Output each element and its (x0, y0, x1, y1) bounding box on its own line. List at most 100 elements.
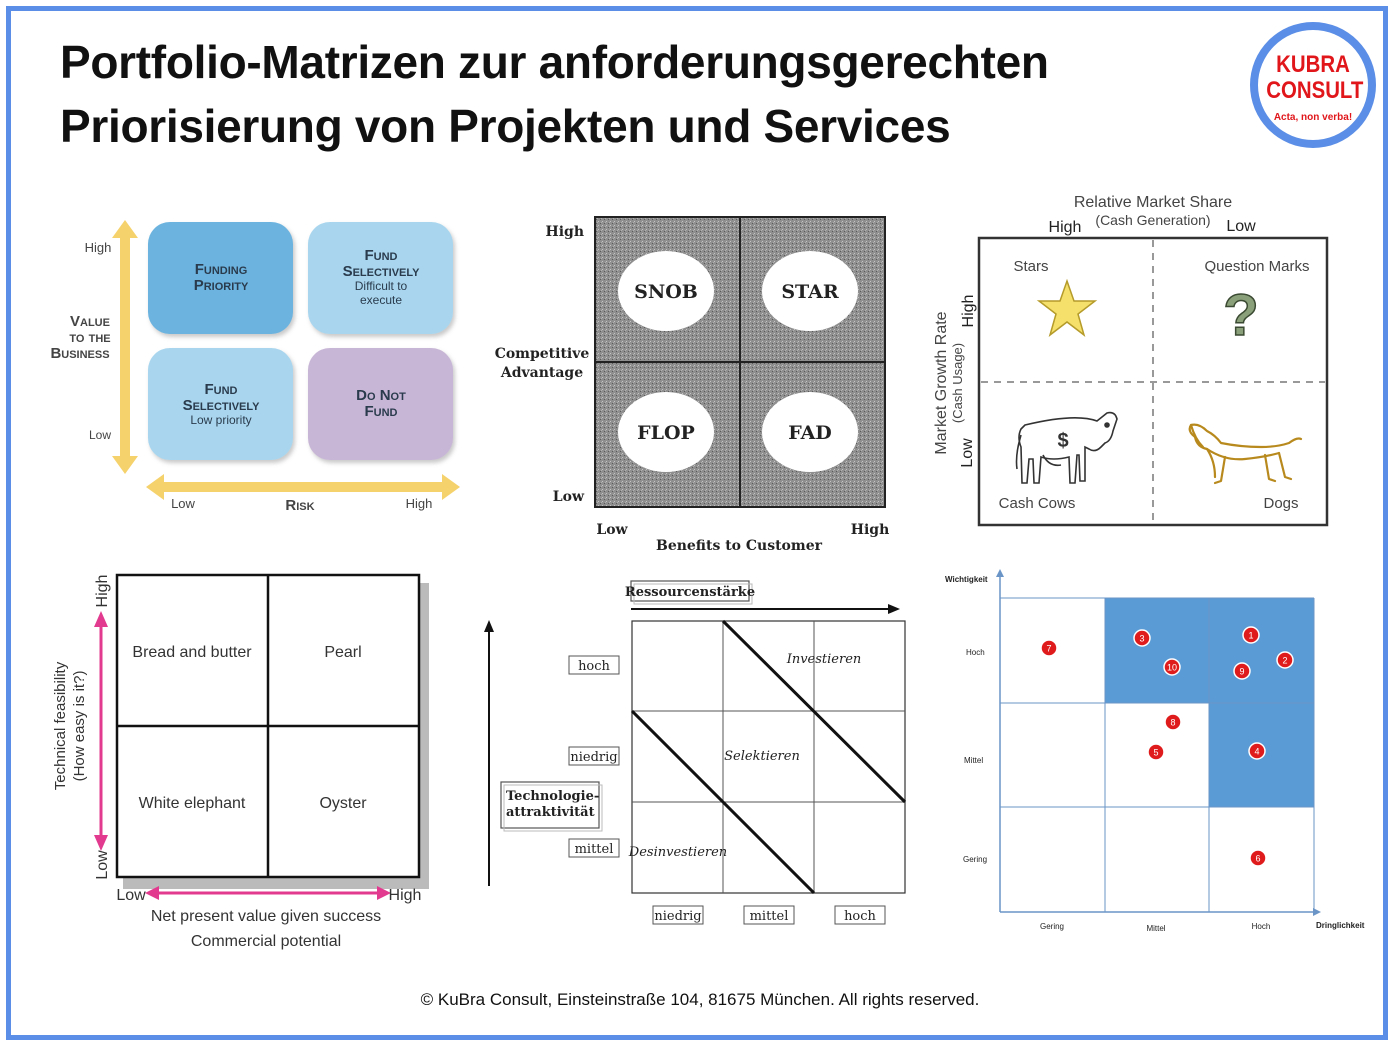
m4-x-low: Low (116, 887, 146, 904)
matrix-bcg: Relative Market Share (Cash Generation) … (933, 194, 1329, 527)
m3-top-sub: (Cash Generation) (1095, 212, 1210, 228)
tile-fund-selectively-low: Fund Selectively Low priority (148, 348, 293, 460)
m5-col-mittel: mittel (750, 909, 789, 924)
m6-col-mittel: Mittel (1146, 924, 1165, 933)
m4-y-arrow (94, 611, 108, 851)
m2-x-low: Low (596, 522, 628, 538)
cow-icon (1015, 411, 1118, 484)
m6-point-label-9: 9 (1239, 667, 1244, 677)
m4-x-arrow (145, 886, 391, 900)
m2-y-label-2: Advantage (500, 365, 583, 381)
m5-row-box-mittel (568, 838, 620, 858)
footer-copyright: © KuBra Consult, Einsteinstraße 104, 816… (420, 990, 980, 1009)
m5-top-label-box (630, 580, 750, 602)
m2-cell-star: STAR (781, 281, 839, 303)
m5-col-box-hoch (834, 905, 886, 925)
m6-row-gering: Gering (963, 855, 987, 864)
matrix-competitive-advantage: SNOB STAR FLOP FAD High Low Competitive … (495, 216, 890, 554)
matrix-value-risk: High Low Value to the Business Low Risk … (50, 220, 460, 514)
m6-point-1 (1242, 626, 1260, 644)
m4-x-sub: Commercial potential (191, 933, 341, 950)
m6-points: 1 2 3 4 5 6 7 8 9 10 (1040, 626, 1294, 867)
m6-point-8 (1164, 713, 1182, 731)
m3-top-title: Relative Market Share (1074, 194, 1232, 211)
risk-arrow (146, 474, 460, 500)
m4-y-sub: (How easy is it?) (71, 671, 88, 782)
m6-grid (1000, 597, 1315, 912)
logo-text-consult: CONSULT (1266, 77, 1364, 104)
dollar-sign-icon: $ (1057, 430, 1068, 452)
m2-y-high: High (545, 224, 584, 240)
m1-x-high: High (406, 496, 433, 511)
m6-y-axis-label: Wichtigkeit (945, 575, 988, 584)
m2-cell-fad: FAD (788, 422, 832, 444)
m3-label-stars: Stars (1013, 258, 1048, 275)
m3-label-question-marks: Question Marks (1204, 258, 1309, 275)
m5-y-label-1: Technologie- (506, 789, 599, 804)
m2-ellipse-star (762, 251, 858, 331)
m5-zone-selektieren: Selektieren (724, 749, 800, 764)
m1-y-high: High (85, 240, 112, 255)
m6-point-3 (1133, 629, 1151, 647)
m2-ellipse-snob (618, 251, 714, 331)
m2-ellipse-flop (618, 392, 714, 472)
m6-point-label-7: 7 (1046, 644, 1051, 654)
m5-row-box-niedrig (568, 746, 620, 766)
logo-text-kubra: KUBRA (1276, 51, 1350, 78)
m2-y-low: Low (553, 489, 585, 505)
m4-y-label: Technical feasibility (52, 661, 69, 790)
m4-x-label: Net present value given success (151, 908, 381, 925)
m6-point-label-2: 2 (1282, 656, 1287, 666)
m6-point-label-1: 1 (1248, 631, 1253, 641)
title-line-1: Portfolio-Matrizen zur anforderungsgerec… (60, 36, 1049, 88)
kubra-logo: KUBRA CONSULT Acta, non verba! (1250, 22, 1376, 148)
m5-zone-desinvestieren: Desinvestieren (628, 845, 727, 860)
matrix-technology-portfolio: Ressourcenstärke Investieren Selektieren… (484, 580, 907, 925)
m6-point-7 (1040, 639, 1058, 657)
m6-point-label-8: 8 (1170, 718, 1175, 728)
m2-ellipse-fad (762, 392, 858, 472)
m4-cell-white-elephant: White elephant (139, 795, 246, 812)
m6-col-hoch: Hoch (1252, 922, 1271, 931)
m5-col-box-niedrig (652, 905, 704, 925)
m1-y-label-3: Business (50, 345, 109, 362)
star-icon (1036, 278, 1098, 337)
m4-cell-pearl: Pearl (324, 644, 361, 661)
m3-x-high: High (1049, 219, 1082, 236)
matrix-technical-feasibility: Bread and butter Pearl White elephant Oy… (52, 573, 429, 950)
m5-y-label-2: attraktivität (506, 805, 595, 820)
m5-zone-investieren: Investieren (786, 652, 862, 667)
m6-point-label-4: 4 (1254, 747, 1259, 757)
m6-point-9 (1233, 662, 1251, 680)
m6-point-label-3: 3 (1139, 634, 1144, 644)
m6-point-label-6: 6 (1255, 854, 1260, 864)
tile1-title-1: Funding (195, 261, 248, 278)
m3-x-low: Low (1226, 218, 1256, 235)
m6-row-hoch: Hoch (966, 648, 985, 657)
title-line-2: Priorisierung von Projekten und Services (60, 100, 951, 152)
m6-x-axis-label: Dringlichkeit (1316, 921, 1365, 930)
tile4-title-1: Do Not (356, 387, 406, 404)
tile3-title-1: Fund (205, 381, 238, 398)
m3-label-cash-cows: Cash Cows (999, 495, 1076, 512)
m5-row-hoch: hoch (578, 659, 610, 674)
m5-row-niedrig: niedrig (570, 750, 617, 765)
tile-funding-priority: Funding Priority (148, 222, 293, 334)
question-mark-icon: ? (1223, 283, 1258, 348)
m6-col-gering: Gering (1040, 922, 1064, 931)
m5-diagonal-lower (630, 709, 816, 895)
m2-y-label-1: Competitive (495, 346, 590, 362)
m5-row-mittel: mittel (575, 842, 614, 857)
m1-y-low: Low (89, 428, 111, 442)
m5-y-label-box (500, 781, 600, 829)
m4-x-high: High (389, 887, 422, 904)
m6-point-label-5: 5 (1153, 748, 1158, 758)
m4-y-high: High (94, 575, 111, 608)
m2-x-high: High (851, 522, 890, 538)
slide-title: Portfolio-Matrizen zur anforderungsgerec… (60, 30, 1049, 158)
m5-diagonal-upper (721, 619, 907, 804)
m5-row-box-hoch (568, 655, 620, 675)
tile2-sub-1: Difficult to (355, 279, 408, 293)
m4-y-low: Low (94, 850, 111, 880)
m1-y-label-1: Value (70, 313, 110, 330)
